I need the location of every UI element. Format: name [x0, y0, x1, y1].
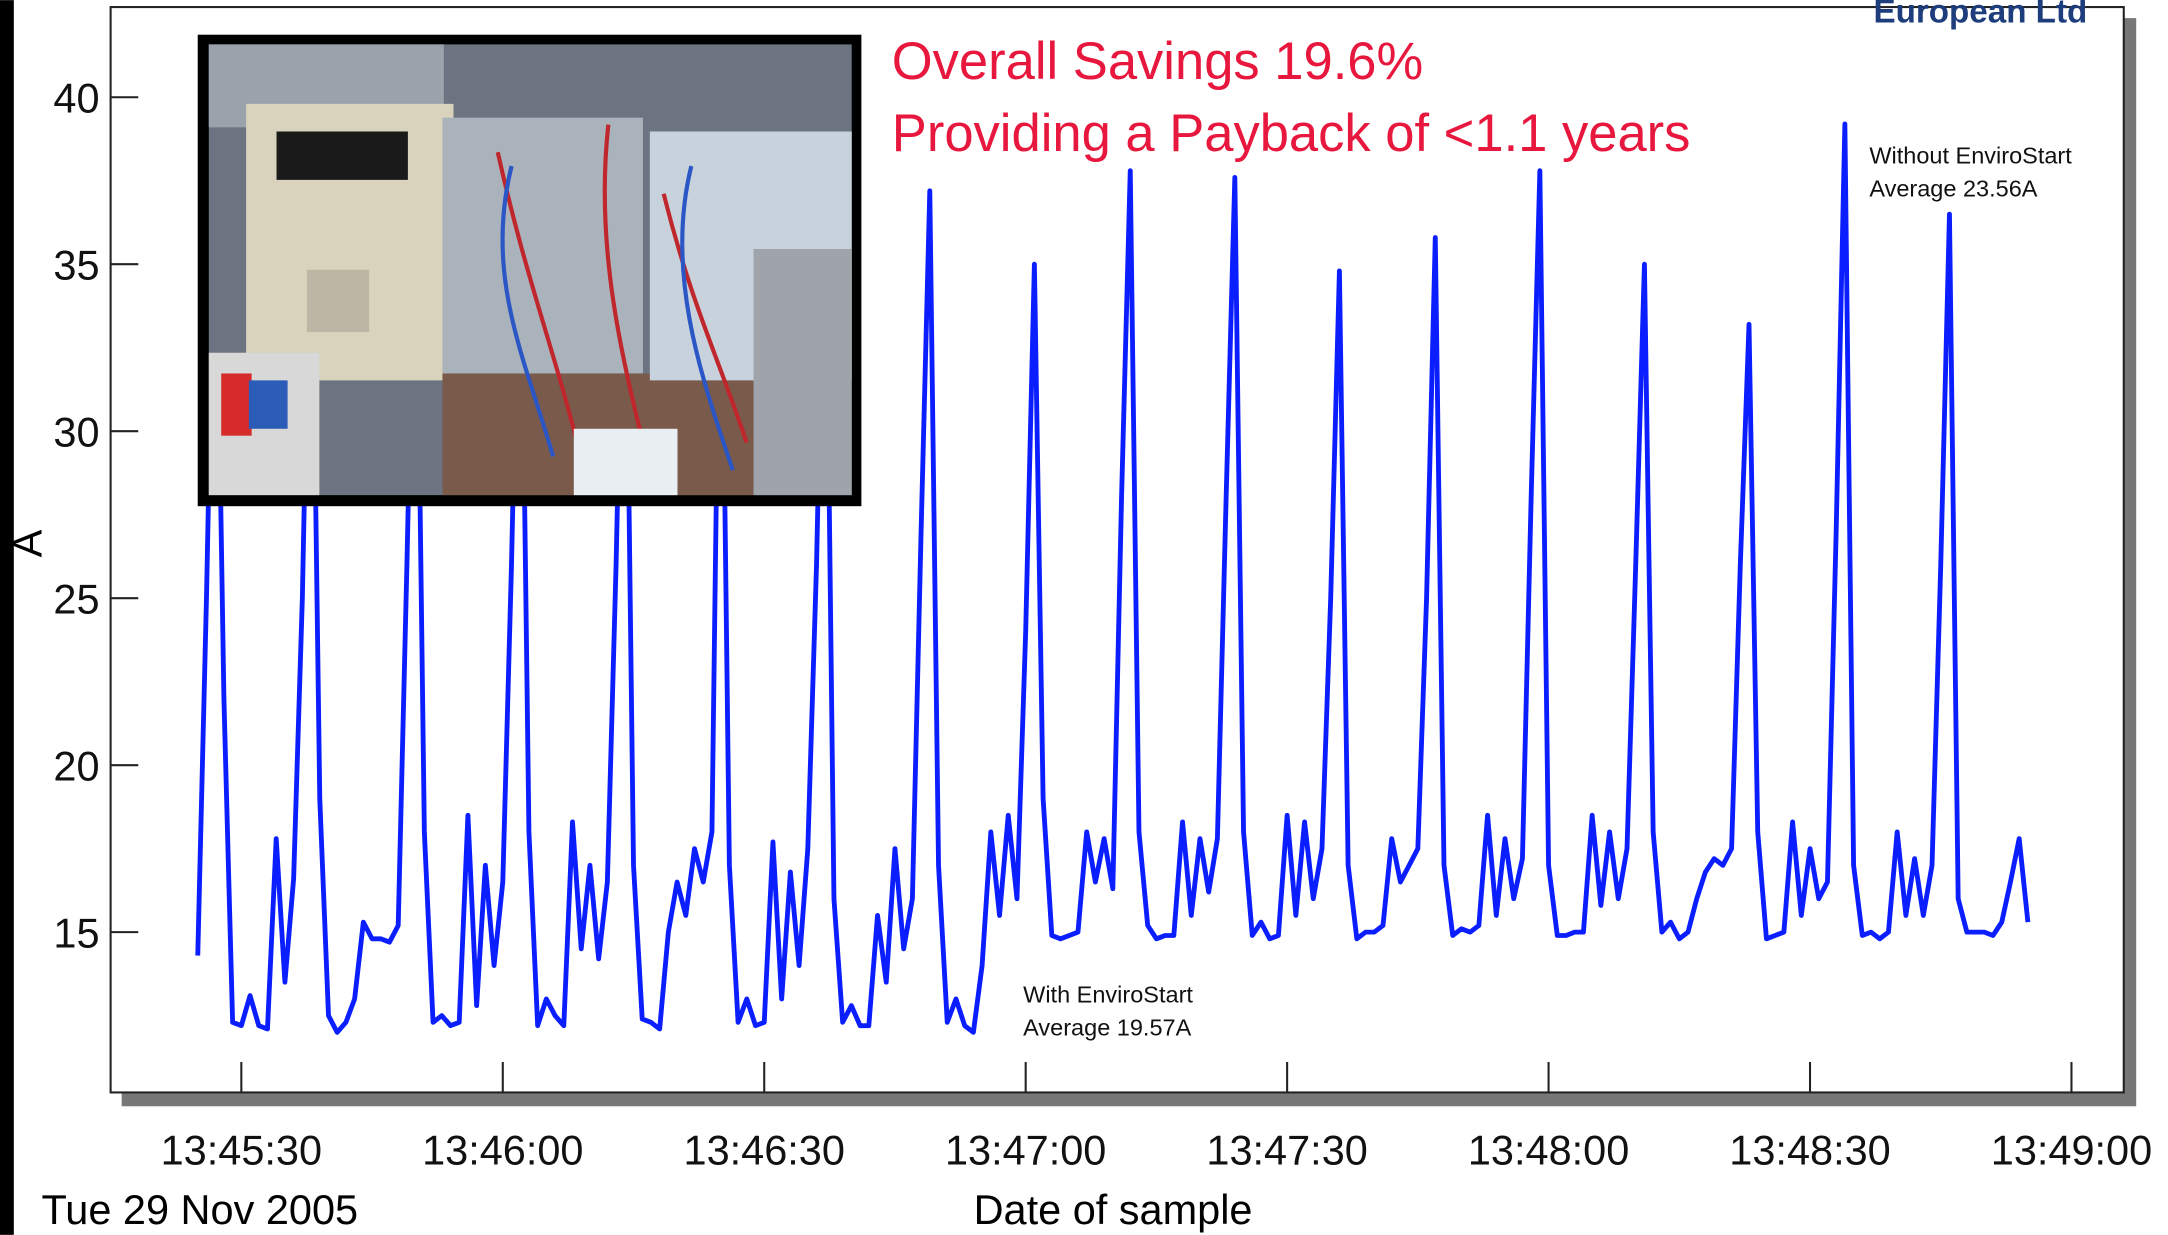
- edge-bar: [0, 0, 14, 1235]
- x-tick-label: 13:48:30: [1729, 1126, 1890, 1173]
- annotation: Average 19.57A: [1023, 1015, 1191, 1041]
- annotation: Without EnviroStart: [1869, 142, 2072, 168]
- series: [195, 121, 2031, 1035]
- y-tick-label: 30: [53, 408, 99, 455]
- x-tick-label: 13:45:30: [161, 1126, 322, 1173]
- logo: European Ltd: [1873, 0, 2087, 30]
- annotation: With EnviroStart: [1023, 982, 1193, 1008]
- date-label: Tue 29 Nov 2005: [41, 1186, 358, 1233]
- annotation: Average 23.56A: [1869, 175, 2037, 201]
- x-tick-label: 13:48:00: [1468, 1126, 1629, 1173]
- photo-part: [573, 428, 678, 496]
- photo-inset: [197, 34, 862, 507]
- y-tick-label: 40: [53, 74, 99, 121]
- photo-wires: [500, 165, 735, 471]
- y-axis-label: A: [3, 529, 50, 557]
- photo-part: [248, 380, 288, 429]
- annotation: Overall Savings 19.6%: [892, 32, 1423, 91]
- photo-part: [221, 373, 252, 436]
- data-line: [195, 121, 2031, 1035]
- axes: 15 20 25 30 35 40 13:45:30 13:46:00 13:46:30 13:4…: [53, 74, 2152, 1173]
- y-tick-label: 25: [53, 575, 99, 622]
- y-tick-label: 20: [53, 742, 99, 789]
- x-tick-label: 13:49:00: [1991, 1126, 2152, 1173]
- photo-wires: [495, 124, 749, 471]
- x-axis-label: Date of sample: [974, 1186, 1253, 1233]
- photo-part: [306, 269, 370, 332]
- x-tick-label: 13:47:00: [945, 1126, 1106, 1173]
- x-tick-label: 13:46:30: [684, 1126, 845, 1173]
- y-tick-label: 35: [53, 241, 99, 288]
- y-tick-label: 15: [53, 909, 99, 956]
- photo-part: [753, 249, 852, 496]
- x-tick-label: 13:46:00: [422, 1126, 583, 1173]
- annotation: Providing a Payback of <1.1 years: [892, 104, 1691, 163]
- photo-part: [276, 131, 408, 180]
- x-tick-label: 13:47:30: [1206, 1126, 1367, 1173]
- photo-part: [442, 117, 643, 374]
